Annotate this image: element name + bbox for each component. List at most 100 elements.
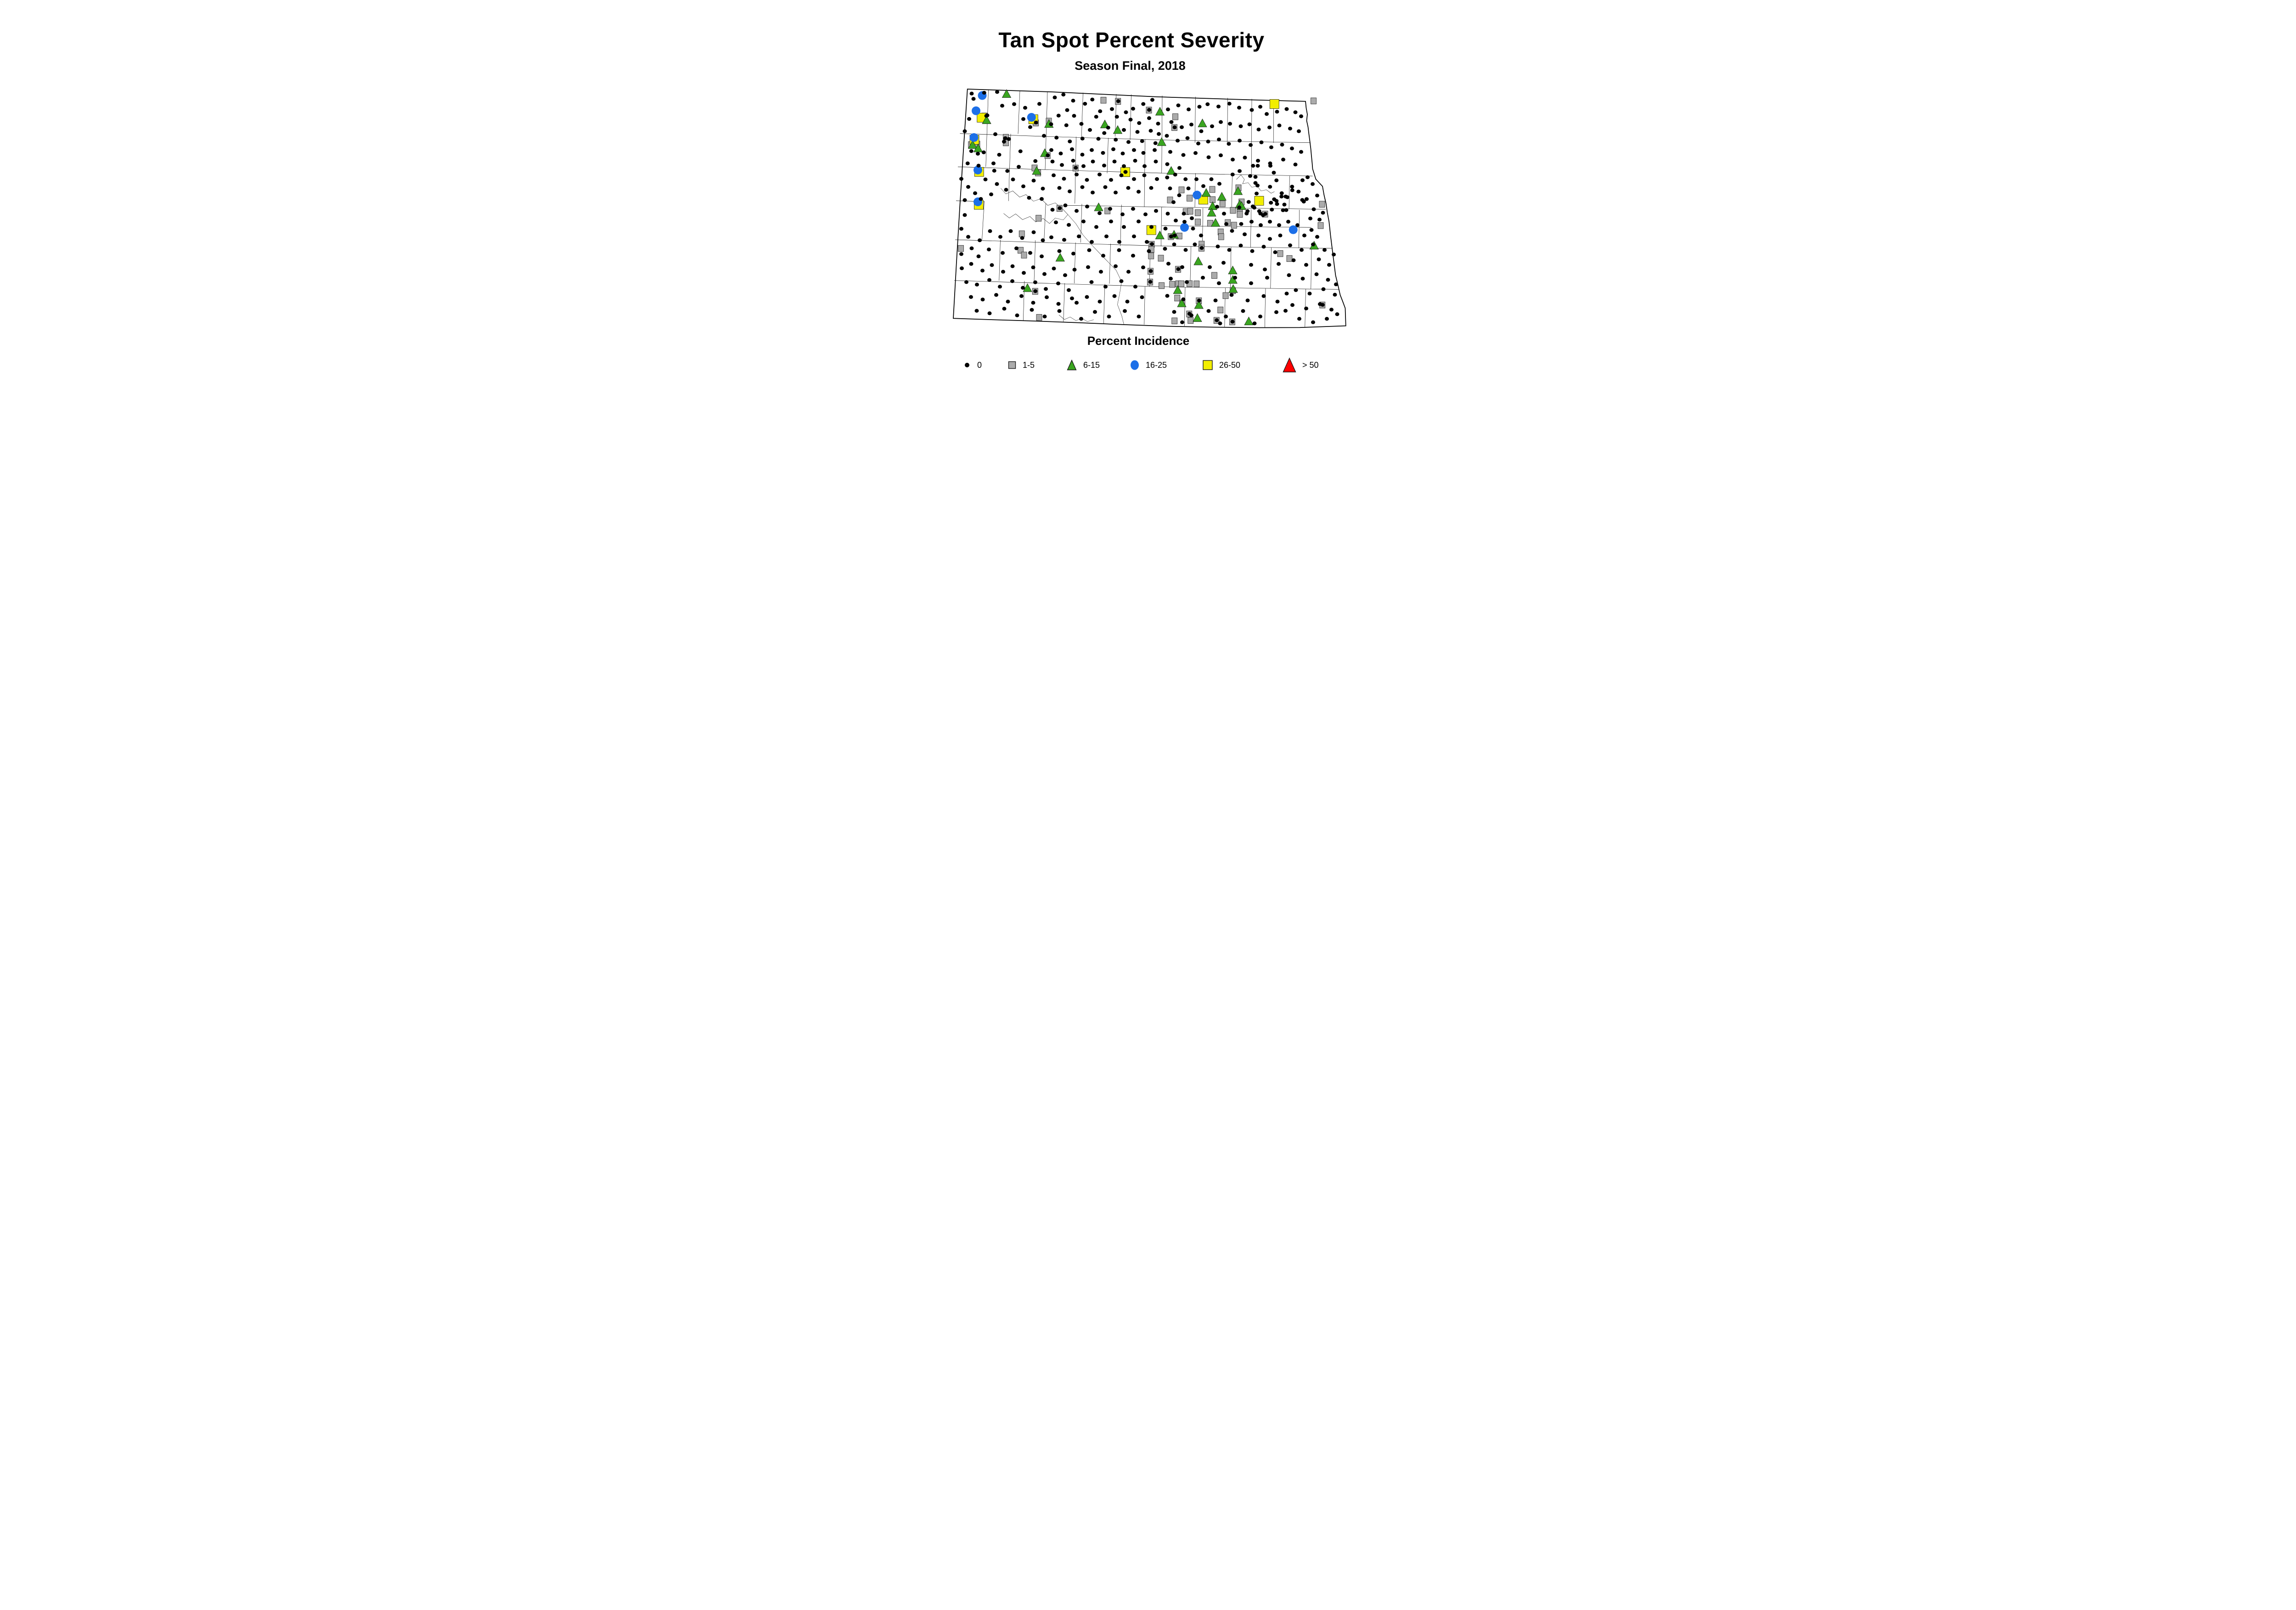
map-point-0 bbox=[1275, 299, 1280, 304]
chart-subtitle: Season Final, 2018 bbox=[1075, 59, 1186, 73]
map-point-0 bbox=[966, 185, 970, 189]
map-point-0 bbox=[967, 117, 971, 121]
map-point-615 bbox=[1177, 298, 1187, 307]
map-point-0 bbox=[1307, 292, 1312, 296]
map-point-0 bbox=[1222, 212, 1226, 216]
map-point-0 bbox=[1017, 165, 1021, 169]
map-point-0 bbox=[1311, 242, 1315, 247]
map-point-15 bbox=[1211, 272, 1217, 279]
legend-glyph-shape bbox=[1067, 359, 1077, 371]
map-point-0 bbox=[1261, 245, 1266, 249]
map-point-0 bbox=[1165, 175, 1170, 180]
map-point-0 bbox=[1079, 122, 1084, 126]
map-point-0 bbox=[1196, 141, 1200, 146]
map-point-0 bbox=[1166, 262, 1171, 266]
map-point-0 bbox=[1090, 148, 1094, 152]
map-point-0 bbox=[1033, 280, 1037, 284]
map-point-0 bbox=[1197, 298, 1201, 303]
map-point-0 bbox=[1097, 211, 1102, 215]
map-point-0 bbox=[1315, 193, 1319, 197]
map-point-0 bbox=[1002, 307, 1007, 311]
map-point-0 bbox=[1005, 169, 1010, 173]
legend-dot-icon bbox=[962, 360, 972, 370]
map-point-0 bbox=[1070, 147, 1074, 152]
legend-item-26-50: 26-50 bbox=[1202, 355, 1240, 376]
legend-label: 16-25 bbox=[1146, 360, 1167, 370]
map-point-0 bbox=[1109, 220, 1113, 224]
map-point-0 bbox=[983, 177, 988, 181]
map-point-0 bbox=[1334, 282, 1338, 287]
map-point-0 bbox=[1089, 280, 1094, 284]
map-point-0 bbox=[1219, 120, 1223, 124]
map-point-0 bbox=[1064, 123, 1069, 127]
legend-item-gt-50: > 50 bbox=[1282, 355, 1319, 376]
map-point-0 bbox=[1217, 137, 1221, 141]
map-point-615 bbox=[1166, 166, 1176, 175]
map-point-15 bbox=[1195, 209, 1201, 216]
map-point-0 bbox=[1154, 209, 1158, 213]
map-point-0 bbox=[1065, 108, 1069, 112]
map-point-0 bbox=[1050, 159, 1055, 163]
map-point-615 bbox=[1201, 188, 1211, 197]
map-point-615 bbox=[1055, 253, 1065, 262]
map-point-0 bbox=[1249, 263, 1253, 267]
map-point-0 bbox=[1275, 110, 1279, 114]
map-point-0 bbox=[1329, 308, 1334, 312]
map-point-0 bbox=[1284, 208, 1289, 212]
map-point-0 bbox=[1132, 177, 1136, 181]
map-point-0 bbox=[1297, 317, 1301, 321]
chart-title: Tan Spot Percent Severity bbox=[998, 28, 1265, 52]
map-point-0 bbox=[1001, 251, 1005, 255]
map-point-0 bbox=[1183, 177, 1188, 181]
map-point-0 bbox=[1117, 240, 1121, 244]
map-point-0 bbox=[1087, 248, 1092, 252]
map-point-0 bbox=[1294, 288, 1298, 292]
map-point-0 bbox=[1218, 321, 1222, 326]
map-point-0 bbox=[1311, 207, 1316, 211]
map-point-0 bbox=[1088, 128, 1092, 132]
map-point-0 bbox=[1274, 178, 1279, 182]
map-point-0 bbox=[1020, 236, 1024, 240]
map-point-0 bbox=[1304, 306, 1308, 310]
map-point-0 bbox=[1269, 145, 1273, 149]
map-point-0 bbox=[1281, 158, 1285, 162]
map-point-0 bbox=[1259, 140, 1264, 145]
map-point-0 bbox=[1102, 131, 1107, 135]
map-point-0 bbox=[976, 163, 981, 168]
map-point-0 bbox=[966, 235, 970, 239]
legend-glyph-shape bbox=[1008, 361, 1016, 369]
map-point-0 bbox=[1206, 155, 1211, 159]
legend-glyph-shape bbox=[1283, 357, 1296, 372]
map-point-0 bbox=[959, 227, 963, 231]
map-point-0 bbox=[1060, 163, 1064, 167]
map-point-0 bbox=[1300, 276, 1305, 281]
map-point-15 bbox=[1178, 186, 1185, 193]
map-point-0 bbox=[1230, 172, 1235, 177]
map-point-0 bbox=[1103, 285, 1108, 289]
map-point-0 bbox=[1317, 257, 1321, 261]
map-point-0 bbox=[1085, 295, 1089, 299]
map-point-0 bbox=[1119, 279, 1124, 283]
map-point-0 bbox=[1058, 206, 1062, 210]
map-point-0 bbox=[1119, 173, 1124, 177]
map-point-0 bbox=[1320, 303, 1325, 307]
map-point-0 bbox=[981, 150, 986, 154]
map-point-0 bbox=[978, 238, 982, 242]
map-point-0 bbox=[1077, 234, 1081, 238]
map-point-0 bbox=[1258, 105, 1262, 109]
map-point-0 bbox=[1256, 233, 1261, 237]
map-point-0 bbox=[1185, 280, 1189, 284]
map-point-0 bbox=[1050, 208, 1055, 212]
map-point-0 bbox=[1197, 105, 1202, 109]
map-point-0 bbox=[1265, 276, 1269, 280]
map-point-0 bbox=[1140, 139, 1144, 143]
map-point-0 bbox=[1091, 159, 1095, 163]
map-point-0 bbox=[1142, 173, 1147, 177]
map-point-0 bbox=[1085, 178, 1089, 182]
map-point-0 bbox=[998, 235, 1002, 239]
map-point-0 bbox=[1190, 216, 1194, 220]
map-point-0 bbox=[1046, 153, 1050, 158]
map-point-0 bbox=[1284, 107, 1289, 111]
map-point-0 bbox=[1000, 104, 1004, 108]
map-point-0 bbox=[1154, 159, 1158, 163]
